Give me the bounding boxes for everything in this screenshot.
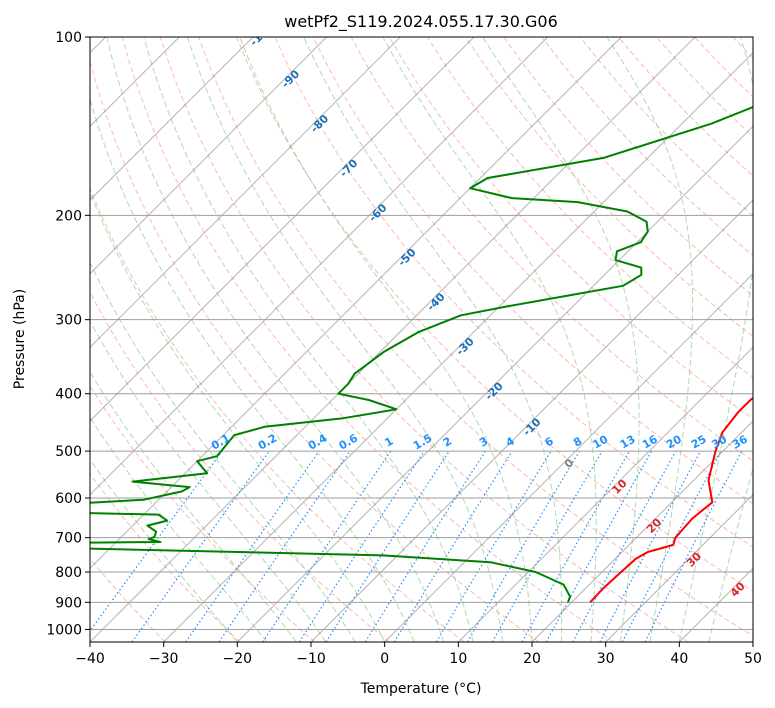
dry-adiabat bbox=[503, 37, 753, 297]
isotherm-line bbox=[310, 199, 753, 642]
x-tick-label: −20 bbox=[223, 651, 253, 667]
dry-adiabat bbox=[159, 37, 689, 642]
isotherm-line bbox=[531, 420, 753, 642]
isotherms bbox=[90, 37, 753, 642]
x-tick-label: 50 bbox=[744, 651, 762, 667]
isotherm-line bbox=[90, 37, 549, 496]
mixing-ratio-line bbox=[393, 450, 513, 642]
moist-adiabat bbox=[106, 37, 445, 642]
dry-adiabat bbox=[90, 186, 465, 642]
y-tick-label: 300 bbox=[55, 313, 82, 329]
mixing-ratio-line bbox=[90, 450, 223, 632]
isotherm-line bbox=[90, 37, 328, 275]
isotherm-line bbox=[752, 641, 753, 642]
x-tick-label: −30 bbox=[149, 651, 179, 667]
isotherm-line bbox=[605, 493, 753, 642]
chart-title: wetPf2_S119.2024.055.17.30.G06 bbox=[284, 12, 558, 32]
moist-adiabat bbox=[90, 370, 297, 642]
x-axis-label: Temperature (°C) bbox=[360, 681, 482, 697]
dry-adiabat bbox=[90, 472, 241, 642]
moist-adiabat bbox=[303, 37, 563, 642]
isotherm-line bbox=[90, 37, 401, 349]
y-tick-label: 100 bbox=[55, 30, 82, 46]
mixing-ratio-line bbox=[218, 450, 351, 642]
sounding-traces bbox=[90, 106, 753, 603]
x-tick-label: 0 bbox=[380, 651, 389, 667]
y-tick-label: 600 bbox=[55, 491, 82, 507]
dry-adiabat bbox=[121, 37, 614, 642]
dry-adiabat bbox=[90, 557, 166, 642]
moist-adiabat bbox=[90, 190, 386, 642]
y-tick-label: 800 bbox=[55, 565, 82, 581]
moist-adiabat bbox=[382, 37, 597, 642]
y-axis: 100 200 300 400 500 600 700 800 900 1000 bbox=[46, 30, 90, 638]
x-tick-label: 30 bbox=[597, 651, 615, 667]
x-tick-label: 40 bbox=[670, 651, 688, 667]
isotherm-line bbox=[90, 37, 475, 422]
dewpoint-trace bbox=[90, 106, 753, 603]
dry-adiabat bbox=[90, 291, 390, 642]
plot-area bbox=[90, 37, 753, 642]
moist-adiabat bbox=[239, 37, 533, 642]
x-axis: −40 −30 −20 −10 0 10 20 30 40 50 bbox=[75, 642, 762, 667]
y-tick-label: 900 bbox=[55, 595, 82, 611]
dry-adiabat bbox=[274, 37, 753, 548]
pressure-gridlines bbox=[90, 37, 753, 630]
y-tick-label: 200 bbox=[55, 208, 82, 224]
moist-adiabat bbox=[187, 37, 503, 642]
isotherm-line bbox=[90, 37, 254, 201]
x-tick-label: −10 bbox=[296, 651, 326, 667]
dry-adiabat bbox=[90, 384, 316, 642]
isotherm-line bbox=[90, 37, 622, 570]
isotherm-line bbox=[236, 125, 753, 642]
isotherm-line bbox=[90, 37, 696, 642]
temperature-trace bbox=[589, 396, 753, 603]
mixing-ratio-line bbox=[185, 450, 320, 642]
mixing-ratio-line bbox=[262, 450, 392, 642]
dry-adiabat bbox=[426, 37, 753, 378]
moist-adiabat bbox=[143, 37, 474, 642]
plot-frame bbox=[89, 36, 754, 643]
isotherm-line bbox=[457, 346, 753, 642]
mixing-ratio-line bbox=[644, 450, 743, 642]
isotherm-line bbox=[384, 272, 753, 642]
y-tick-label: 700 bbox=[55, 531, 82, 547]
moist-adiabat bbox=[482, 37, 640, 642]
isotherm-label: -100 bbox=[247, 20, 276, 49]
moist-adiabat bbox=[90, 416, 268, 642]
moist-adiabat bbox=[606, 37, 694, 642]
x-tick-label: 10 bbox=[449, 651, 467, 667]
dry-adiabat bbox=[236, 37, 753, 592]
mixing-ratio-line bbox=[572, 450, 677, 642]
moist-adiabat bbox=[90, 261, 356, 642]
mixing-ratio-line bbox=[545, 450, 653, 642]
y-tick-label: 500 bbox=[55, 444, 82, 460]
dry-adiabat bbox=[198, 37, 753, 637]
moist-adiabat bbox=[678, 37, 753, 642]
mixing-ratio-line bbox=[298, 450, 425, 642]
y-axis-label: Pressure (hPa) bbox=[12, 289, 28, 389]
y-tick-label: 400 bbox=[55, 387, 82, 403]
mixing-ratio-line bbox=[325, 450, 450, 642]
dry-adiabat bbox=[771, 37, 775, 642]
mixing-ratio-line bbox=[131, 450, 270, 642]
dry-adiabat bbox=[90, 59, 540, 642]
moist-adiabats bbox=[90, 37, 753, 642]
y-tick-label: 1000 bbox=[46, 622, 82, 638]
moist-adiabat bbox=[90, 458, 238, 642]
mixing-ratio-lines bbox=[90, 450, 743, 642]
dry-adiabat bbox=[350, 37, 753, 462]
mixing-ratio-line bbox=[521, 450, 631, 642]
dry-adiabats bbox=[90, 37, 775, 642]
x-tick-label: −40 bbox=[75, 651, 105, 667]
x-tick-label: 20 bbox=[523, 651, 541, 667]
